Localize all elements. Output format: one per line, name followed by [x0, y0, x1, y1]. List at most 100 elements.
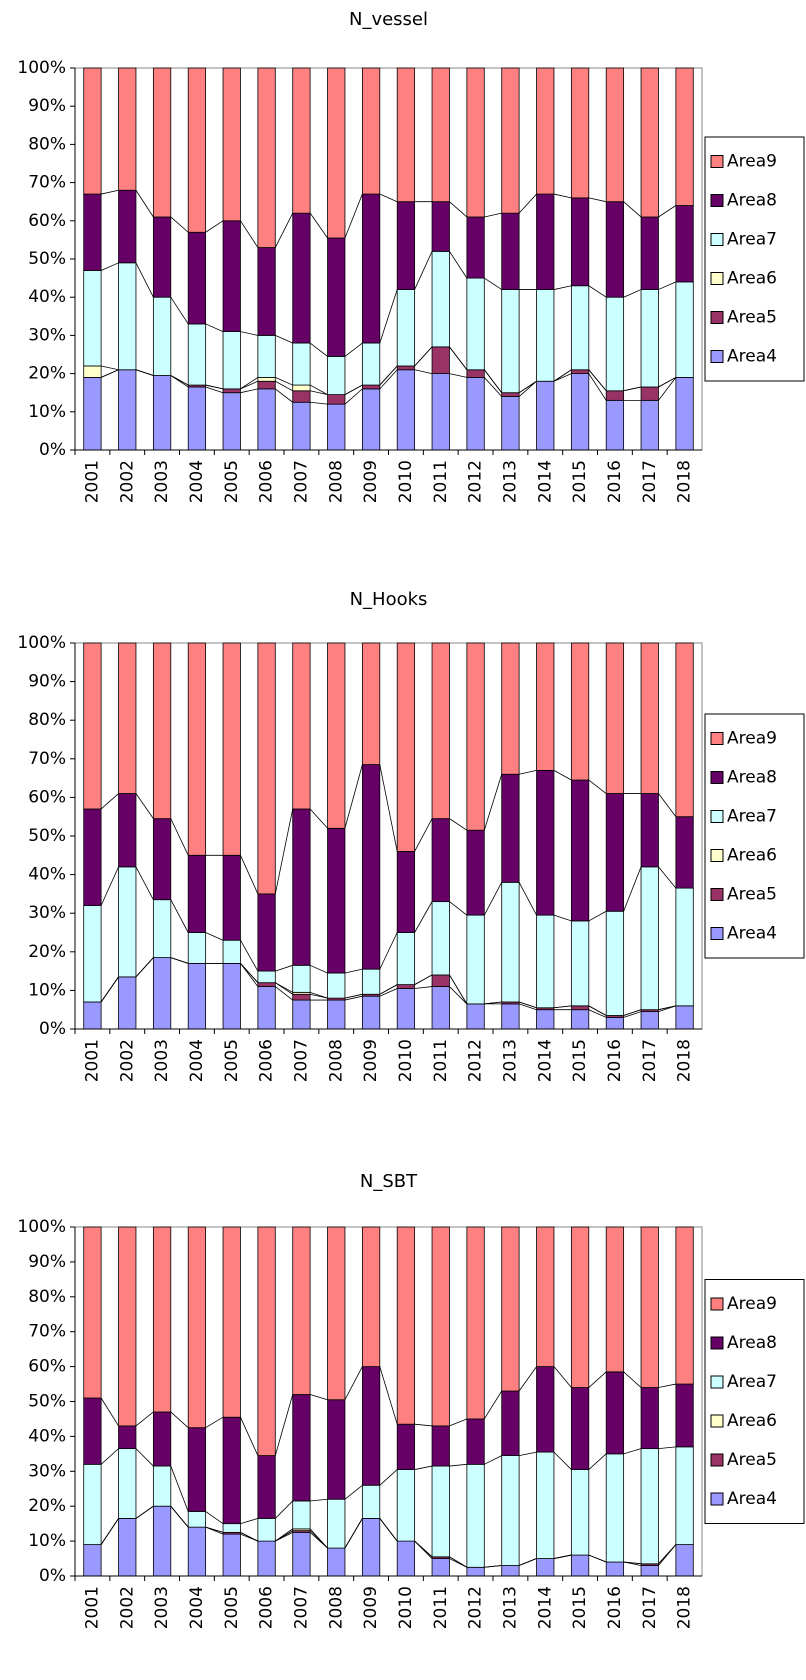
x-tick-label: 2017 [640, 460, 660, 503]
legend-label: Area9 [727, 152, 777, 172]
series-line [449, 251, 468, 279]
series-line [588, 1005, 607, 1016]
series-line [135, 866, 154, 900]
y-tick-label: 100% [17, 58, 66, 78]
bar-segment [187, 1427, 207, 1512]
bar-segment [257, 986, 276, 1030]
x-tick-label: 2014 [535, 460, 555, 503]
bar-segment [361, 642, 381, 765]
bar-segment [83, 1463, 102, 1545]
y-tick-label: 0% [39, 1019, 66, 1039]
legend-swatch [710, 311, 724, 324]
bar-segment [327, 1498, 346, 1549]
bar-segment [257, 388, 276, 451]
legend-label: Area8 [727, 768, 777, 788]
bar-segment [675, 67, 694, 206]
legend-label: Area6 [727, 1411, 777, 1431]
bar-segment [118, 1425, 137, 1450]
bar-segment [605, 1226, 625, 1373]
series-line [309, 342, 328, 357]
x-tick-label: 2012 [466, 460, 486, 503]
series-line [205, 386, 224, 394]
x-tick-label: 2012 [466, 1586, 486, 1629]
bar-segment [292, 212, 311, 344]
series-line [310, 1394, 328, 1401]
series-line [100, 1448, 119, 1465]
bar-segment [536, 1226, 555, 1368]
bar-segment [83, 193, 102, 271]
bar-segment [570, 779, 590, 922]
y-tick-label: 70% [28, 173, 66, 193]
series-line [623, 386, 642, 392]
bar-segment [118, 642, 137, 794]
bar-segment [222, 939, 241, 964]
plot-area [74, 1226, 703, 1577]
bar-segment [570, 1009, 590, 1030]
series-line [414, 369, 433, 374]
legend-label: Area6 [727, 846, 777, 866]
series-line [170, 296, 189, 325]
series-line [100, 369, 119, 378]
series-line [275, 986, 293, 1001]
legend [704, 713, 805, 959]
bar-segment [83, 808, 102, 906]
bar-segment [222, 1523, 241, 1533]
bar-segment [675, 1544, 694, 1577]
bar-segment [222, 392, 241, 451]
series-line [100, 976, 119, 1003]
bar-segment [83, 270, 102, 367]
series-line [170, 375, 189, 386]
series-line [623, 1561, 642, 1565]
bar-segment [501, 289, 520, 394]
bar-segment [605, 642, 625, 794]
series-line [519, 1451, 537, 1456]
bar-segment [222, 1416, 241, 1525]
series-line [553, 1451, 572, 1470]
series-line [310, 1498, 328, 1502]
series-line [553, 285, 572, 290]
bar-segment [640, 1011, 659, 1030]
series-line [483, 369, 503, 393]
series-line [309, 384, 328, 395]
x-tick-label: 2007 [291, 460, 311, 503]
series-line [553, 369, 572, 382]
bar-segment [605, 296, 625, 392]
legend-swatch [710, 1492, 724, 1506]
x-tick-label: 2005 [222, 460, 242, 503]
series-line [275, 964, 293, 972]
x-tick-label: 2016 [605, 1586, 625, 1629]
legend-label: Area7 [727, 230, 777, 250]
series-line [170, 1465, 189, 1512]
y-tick-label: 90% [28, 672, 66, 692]
bar-segment [187, 932, 207, 964]
bar-segment [257, 1455, 276, 1519]
bar-segment [396, 289, 416, 367]
series-line [135, 1448, 154, 1467]
legend-label: Area6 [727, 269, 777, 289]
bar-segment [292, 999, 311, 1030]
bar-segment [431, 1558, 450, 1577]
series-line [344, 342, 363, 357]
bar-segment [257, 1518, 276, 1542]
bar-segment [501, 392, 520, 397]
series-line [310, 401, 328, 405]
series-line [310, 390, 328, 396]
series-line [414, 1465, 433, 1470]
series-line [135, 1505, 154, 1519]
series-line [553, 1366, 572, 1388]
y-tick-label: 80% [28, 134, 66, 154]
series-line [135, 262, 154, 298]
legend-swatch [710, 272, 724, 285]
bar-segment [152, 818, 172, 901]
series-line [274, 808, 294, 894]
series-line [205, 1526, 224, 1533]
series-line [344, 1366, 363, 1400]
bar-segment [292, 642, 311, 810]
series-line [100, 866, 119, 906]
series-line [658, 377, 677, 388]
series-line [414, 901, 433, 933]
series-line [100, 793, 119, 810]
legend [704, 1279, 805, 1524]
x-tick-label: 2003 [152, 1039, 172, 1082]
bar-segment [118, 189, 137, 264]
